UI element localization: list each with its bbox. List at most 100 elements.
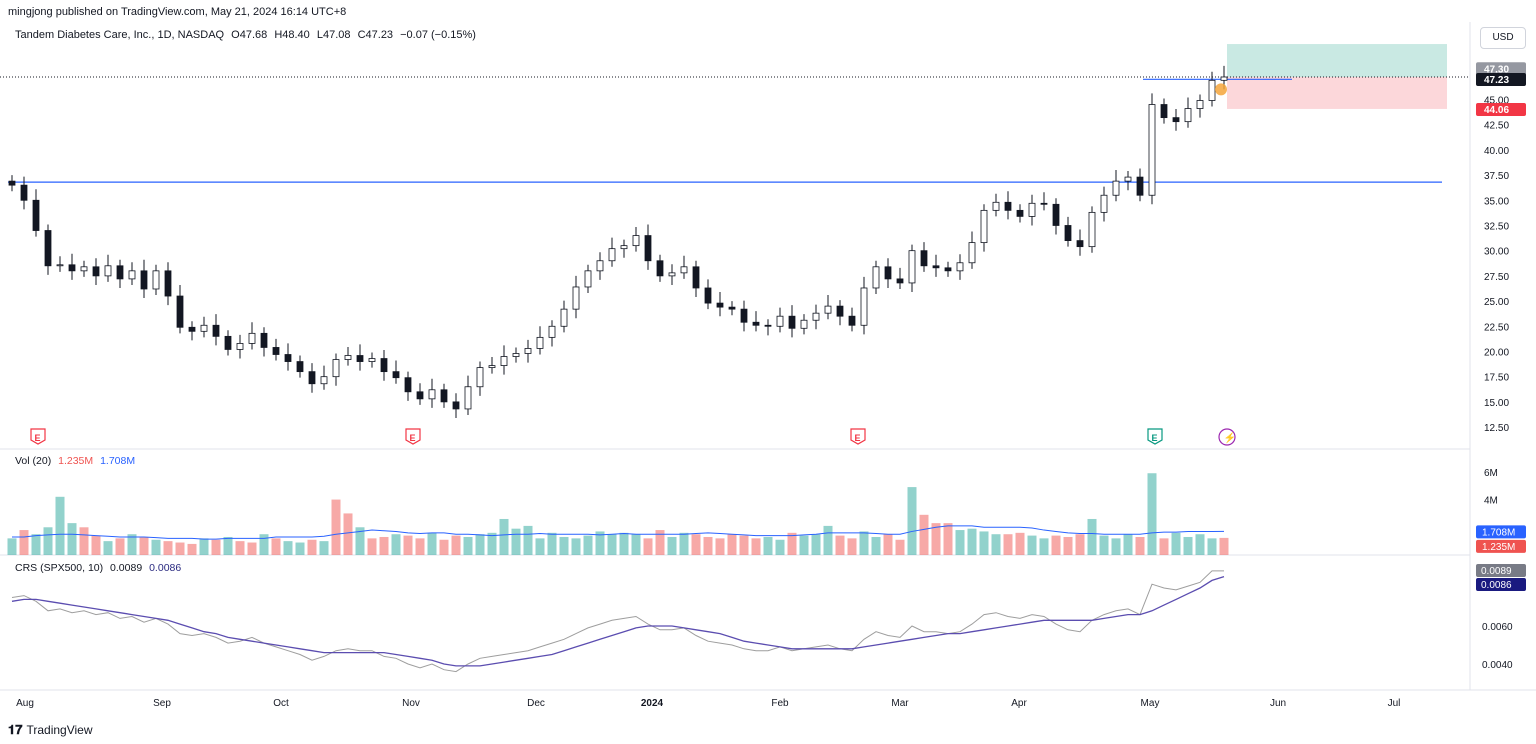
volume-bar — [1219, 537, 1229, 555]
volume-title: Vol (20) — [15, 455, 52, 467]
earnings-icon — [405, 428, 421, 445]
volume-bar — [991, 534, 1001, 555]
footer: 𝟏𝟕 TradingView — [8, 722, 93, 738]
time-tick-label: Sep — [153, 698, 171, 709]
volume-bar — [535, 538, 545, 555]
volume-bar — [475, 534, 485, 555]
candle — [476, 361, 484, 396]
candle — [296, 355, 304, 378]
crs-avg-label-box — [1476, 578, 1526, 591]
volume-bar — [727, 534, 737, 555]
volume-bar — [979, 531, 989, 555]
candle — [32, 189, 40, 237]
volume-bar — [763, 536, 773, 555]
earnings-icon — [1147, 428, 1163, 445]
up-candle-body — [332, 359, 340, 378]
down-candle-body — [68, 264, 76, 272]
down-candle-body — [656, 260, 664, 277]
candle — [56, 256, 64, 272]
candle — [212, 314, 220, 346]
volume-bar — [127, 534, 137, 555]
earnings-label: E — [35, 433, 41, 443]
candle — [872, 260, 880, 295]
candle — [632, 226, 640, 252]
candle — [1172, 109, 1180, 131]
volume-bar — [1027, 535, 1037, 555]
down-candle-body — [788, 315, 796, 329]
candle — [1028, 194, 1036, 226]
up-candle-body — [860, 287, 868, 326]
volume-bar — [295, 542, 305, 555]
dividend-icon — [1218, 428, 1236, 446]
candle — [560, 300, 568, 333]
down-candle-body — [416, 391, 424, 400]
up-candle-body — [200, 324, 208, 332]
candle — [332, 353, 340, 386]
currency-button[interactable]: USD — [1480, 27, 1526, 49]
candle — [1016, 204, 1024, 223]
price-tick-label: 37.50 — [1484, 171, 1509, 182]
up-candle-body — [248, 332, 256, 344]
candle — [128, 262, 136, 285]
down-candle-body — [764, 324, 772, 327]
down-candle-body — [1136, 176, 1144, 196]
candle — [176, 284, 184, 334]
volume-bar — [811, 534, 821, 555]
down-candle-body — [32, 199, 40, 231]
down-candle-body — [260, 332, 268, 348]
volume-axis-label: 1.235M — [1482, 542, 1515, 553]
volume-bar — [859, 531, 869, 555]
up-candle-body — [344, 355, 352, 360]
candle — [932, 254, 940, 277]
up-candle-body — [872, 266, 880, 289]
volume-bar — [1135, 536, 1145, 555]
volume-bar — [1195, 534, 1205, 555]
candle — [740, 300, 748, 332]
down-candle-body — [272, 347, 280, 355]
candle — [620, 239, 628, 258]
volume-bar — [235, 541, 245, 555]
down-candle-body — [452, 401, 460, 410]
down-candle-body — [356, 355, 364, 362]
candle — [524, 339, 532, 363]
candle — [704, 279, 712, 310]
volume-bar — [583, 535, 593, 555]
volume-avg-axis-label: 1.708M — [1482, 527, 1515, 538]
up-candle-body — [824, 305, 832, 314]
crs-label-box — [1476, 564, 1526, 577]
up-candle-body — [1112, 180, 1120, 196]
candle — [152, 264, 160, 296]
candle — [680, 255, 688, 279]
volume-avg-value: 1.708M — [100, 455, 136, 467]
candle — [344, 346, 352, 366]
volume-bar — [1183, 536, 1193, 555]
candle — [8, 175, 16, 192]
candle — [1160, 98, 1168, 124]
down-candle-body — [164, 270, 172, 297]
candle — [284, 343, 292, 371]
volume-bar — [799, 535, 809, 555]
candle — [860, 276, 868, 335]
down-candle-body — [716, 302, 724, 308]
down-candle-body — [1004, 201, 1012, 211]
candle — [260, 327, 268, 357]
crs-line — [11, 570, 1224, 673]
down-candle-body — [1160, 104, 1168, 119]
down-candle-body — [296, 361, 304, 373]
up-candle-body — [812, 312, 820, 321]
down-candle-body — [1040, 202, 1048, 205]
up-candle-body — [608, 248, 616, 262]
candle — [584, 264, 592, 294]
volume-bar — [163, 541, 173, 555]
up-candle-body — [1148, 104, 1156, 196]
time-tick-label: Apr — [1011, 698, 1027, 709]
volume-bar — [451, 535, 461, 555]
volume-bar — [343, 513, 353, 555]
candle — [164, 262, 172, 306]
up-candle-body — [368, 358, 376, 362]
down-candle-body — [704, 287, 712, 304]
price-label-box — [1476, 73, 1526, 86]
candle — [104, 254, 112, 282]
volume-bar — [355, 527, 365, 555]
